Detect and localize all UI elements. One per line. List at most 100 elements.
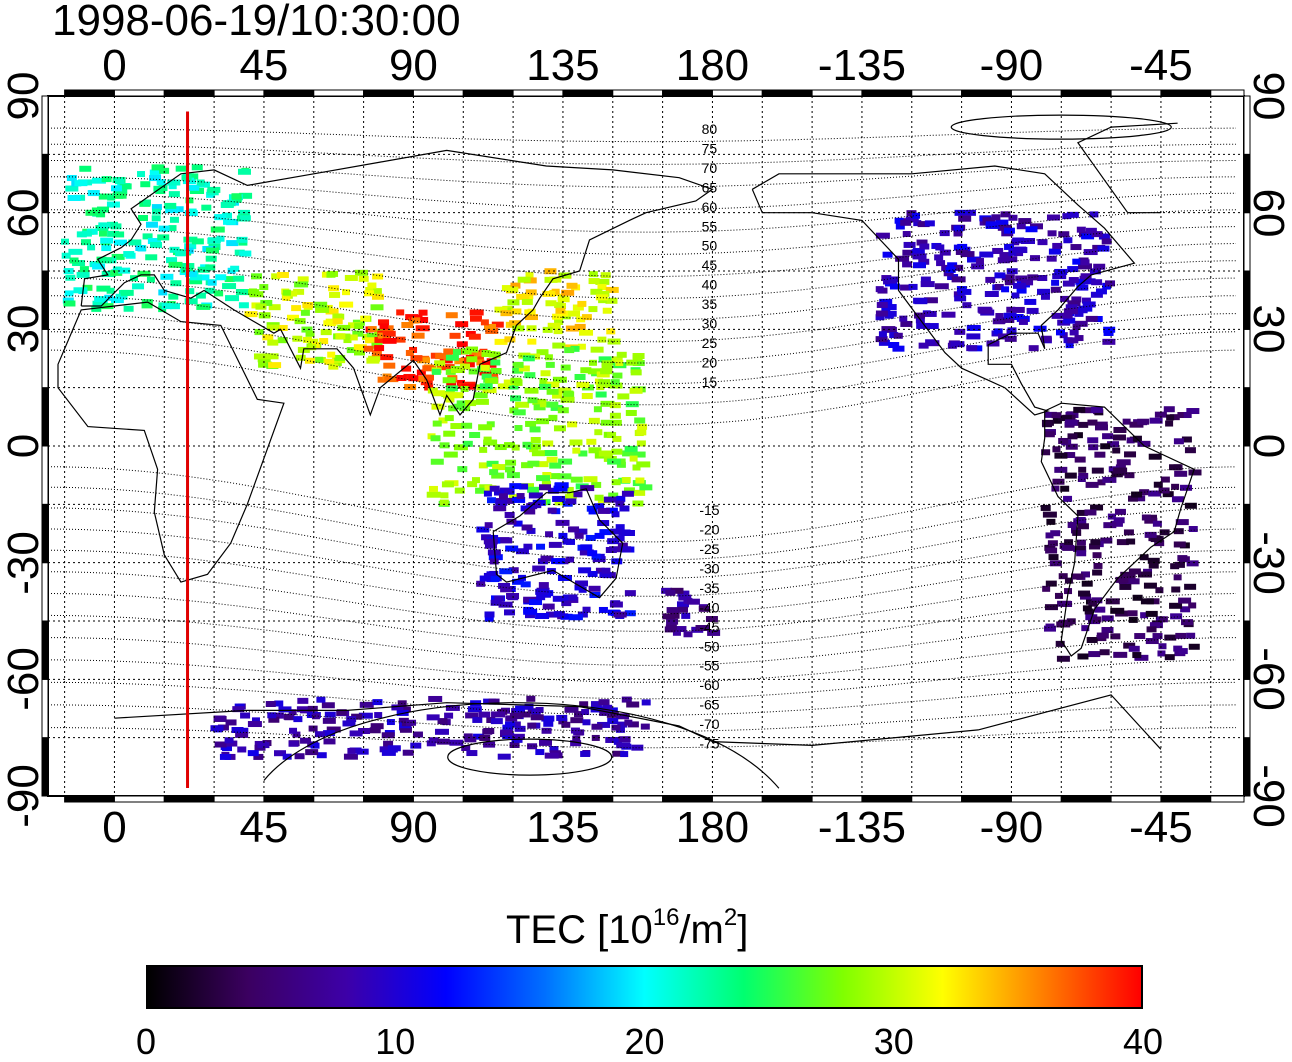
tec-cell	[428, 485, 438, 492]
tec-cell	[535, 749, 545, 756]
tec-cell	[568, 614, 583, 621]
tec-cell	[598, 450, 613, 457]
tec-cell	[465, 712, 479, 719]
tec-cell	[1152, 520, 1162, 527]
tec-cell	[456, 341, 468, 348]
tec-cell	[445, 368, 456, 375]
tec-cell	[486, 497, 496, 504]
frame-segment	[761, 795, 813, 803]
tec-cell	[362, 333, 373, 340]
tec-cell	[1128, 645, 1140, 652]
tec-cell	[925, 339, 936, 346]
tec-cell	[149, 169, 161, 176]
tec-cell	[1055, 640, 1065, 647]
tec-cell	[889, 283, 900, 290]
tec-cell	[546, 388, 559, 395]
tec-cell	[903, 241, 916, 248]
tec-cell	[276, 271, 289, 278]
contour-line	[47, 528, 1237, 597]
tec-cell	[619, 505, 630, 512]
tec-cell	[622, 450, 634, 457]
tec-cell	[1003, 227, 1015, 234]
tec-cell	[444, 712, 454, 719]
tec-cell	[1127, 495, 1138, 502]
tec-cell	[1073, 432, 1083, 439]
lat-tick-right: 30	[1244, 304, 1292, 354]
colorbar-tick: 40	[1122, 1021, 1164, 1062]
tec-cell	[576, 381, 590, 388]
tec-cell	[300, 309, 310, 316]
tec-cell	[233, 275, 245, 282]
tec-cell	[1097, 479, 1106, 486]
tec-cell	[636, 429, 647, 436]
tec-cell	[346, 347, 355, 354]
frame-segment	[363, 795, 414, 803]
tec-cell	[343, 753, 358, 760]
tec-cell	[916, 239, 928, 246]
tec-cell	[184, 298, 198, 305]
tec-cell	[1124, 472, 1135, 479]
tec-cell	[1105, 280, 1116, 287]
tec-cell	[382, 330, 396, 337]
tec-cell	[1037, 275, 1048, 282]
tec-cell	[1180, 484, 1193, 491]
tec-cell	[1153, 481, 1163, 488]
tec-cell	[1073, 307, 1088, 314]
tec-cell	[522, 355, 535, 362]
contour-label: 35	[702, 296, 718, 312]
frame-segment	[662, 795, 713, 803]
tec-cell	[1175, 519, 1189, 526]
tec-cell	[612, 750, 625, 757]
tec-cell	[1048, 554, 1059, 561]
tec-cell	[609, 412, 621, 419]
lon-tick-top: 45	[239, 41, 289, 90]
tec-cell	[201, 204, 212, 211]
frame-segment	[612, 795, 664, 803]
tec-cell	[190, 188, 205, 195]
tec-cell	[363, 290, 374, 297]
tec-cell	[282, 294, 291, 301]
tec-cell	[224, 276, 235, 283]
tec-cell	[565, 325, 579, 332]
contour-line	[48, 659, 1237, 700]
tec-cell	[94, 296, 106, 303]
tec-cell	[189, 278, 203, 285]
tec-cell	[558, 387, 572, 394]
lat-tick-left: 60	[0, 188, 48, 238]
tec-cell	[511, 444, 520, 451]
tec-cell	[151, 215, 161, 222]
tec-cell	[471, 477, 480, 484]
tec-cell	[954, 264, 964, 271]
tec-cell	[1116, 459, 1131, 466]
tec-cell	[1075, 545, 1086, 552]
tec-cell	[902, 249, 913, 256]
tec-cell	[137, 270, 151, 277]
tec-cell	[1102, 283, 1111, 290]
tec-cell	[1008, 214, 1018, 221]
tec-cell	[498, 582, 511, 589]
tec-cell	[609, 601, 623, 608]
tec-cell	[223, 218, 237, 225]
tec-cell	[214, 214, 227, 221]
tec-cell	[469, 309, 484, 316]
tec-cell	[504, 609, 516, 616]
tec-cell	[226, 740, 238, 747]
lon-tick-bottom: -45	[1129, 803, 1193, 852]
tec-cell	[74, 180, 88, 187]
tec-cell	[538, 582, 549, 589]
frame-segment	[363, 89, 414, 97]
tec-cell	[168, 293, 179, 300]
tec-cell	[116, 192, 127, 199]
tec-cell	[574, 528, 588, 535]
tec-cell	[666, 607, 680, 614]
tec-cell	[1003, 312, 1017, 319]
tec-cell	[1044, 431, 1055, 438]
tec-cell	[1147, 557, 1160, 564]
tec-cell	[80, 239, 91, 246]
contour-label: -35	[699, 580, 719, 596]
tec-cell	[333, 313, 345, 320]
tec-cell	[1048, 248, 1061, 255]
tec-cell	[1089, 211, 1099, 218]
tec-cell	[573, 491, 583, 498]
contour-line	[47, 593, 1237, 649]
